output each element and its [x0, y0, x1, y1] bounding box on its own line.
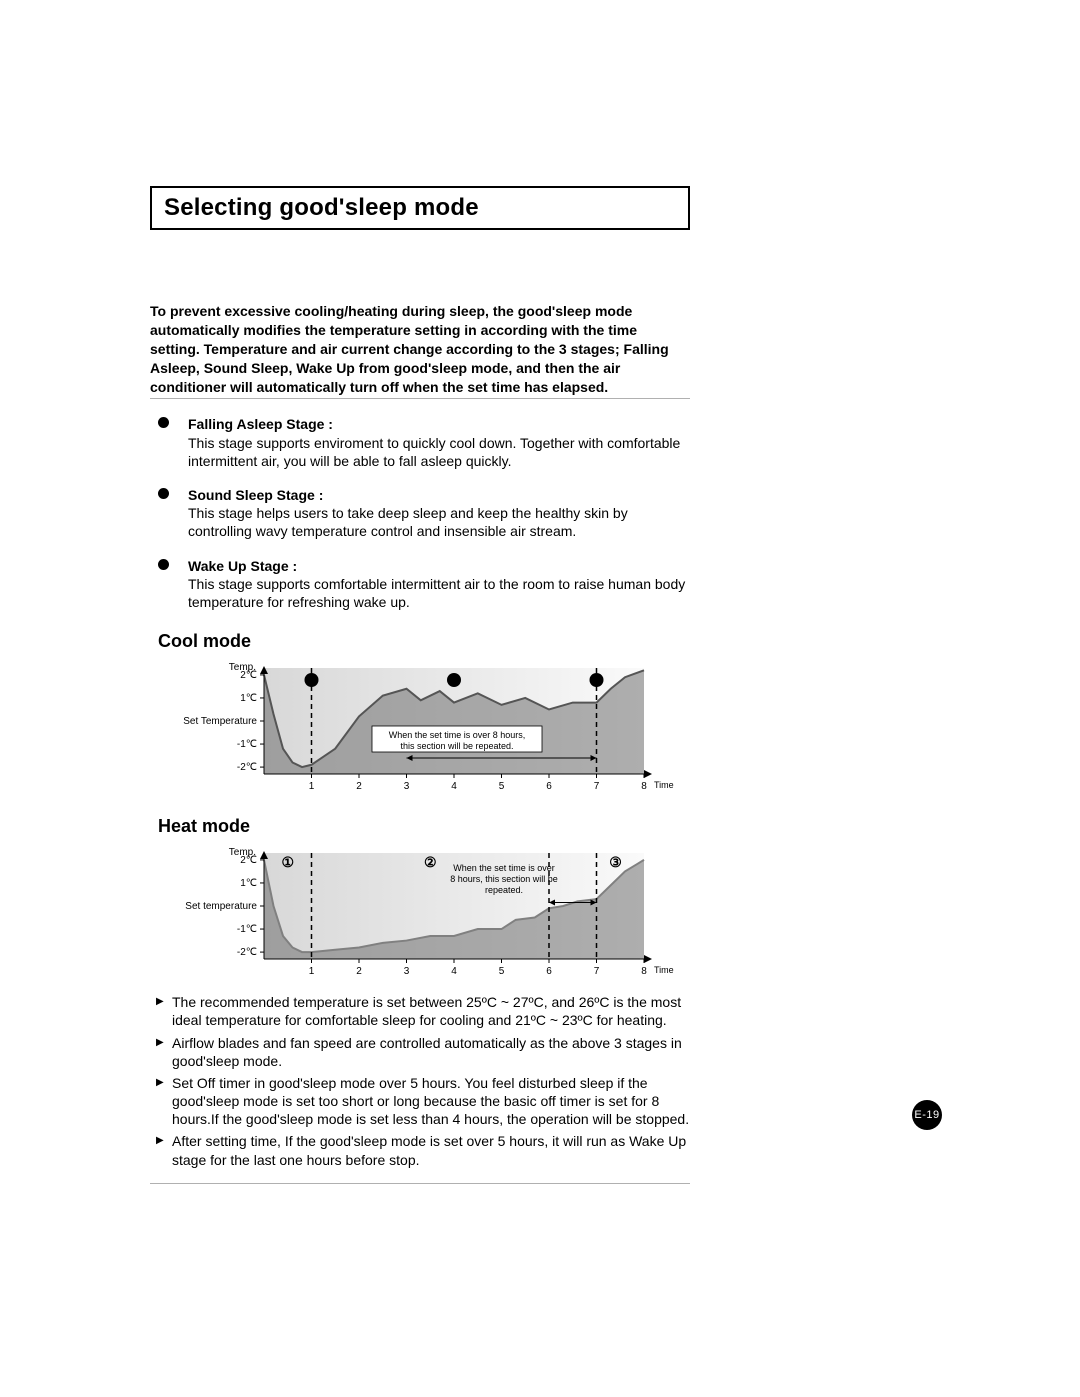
heat-mode-chart: 2℃1℃Set temperature-1℃-2℃Temp.12345678Ti… [174, 841, 674, 981]
svg-text:When the set time is over: When the set time is over [453, 863, 555, 873]
stage-body: This stage helps users to take deep slee… [188, 505, 628, 539]
svg-text:-1℃: -1℃ [237, 924, 257, 935]
svg-text:4: 4 [451, 966, 457, 977]
svg-text:1℃: 1℃ [240, 693, 257, 704]
svg-text:When the set time is over 8 ho: When the set time is over 8 hours, [389, 730, 526, 740]
stage-body: This stage supports comfortable intermit… [188, 576, 685, 610]
svg-text:②: ② [424, 854, 437, 870]
stage-list: Falling Asleep Stage : This stage suppor… [150, 415, 690, 611]
svg-text:6: 6 [546, 966, 552, 977]
svg-text:Temp.: Temp. [229, 847, 256, 858]
note-item: Airflow blades and fan speed are control… [150, 1034, 690, 1070]
svg-text:-2℃: -2℃ [237, 947, 257, 958]
svg-text:Time(hr.): Time(hr.) [654, 780, 674, 790]
svg-text:-2℃: -2℃ [237, 762, 257, 773]
svg-text:this section will be repeated.: this section will be repeated. [400, 741, 513, 751]
bullet-icon [158, 559, 169, 570]
svg-text:1: 1 [309, 781, 315, 792]
svg-text:Time(hr.): Time(hr.) [654, 965, 674, 975]
cool-mode-heading: Cool mode [150, 631, 690, 652]
heat-mode-heading: Heat mode [150, 816, 690, 837]
stage-title: Falling Asleep Stage : [188, 416, 333, 432]
svg-text:1: 1 [309, 966, 315, 977]
svg-text:2: 2 [356, 966, 362, 977]
svg-text:③: ③ [609, 854, 622, 870]
svg-text:repeated.: repeated. [485, 885, 523, 895]
bullet-icon [158, 417, 169, 428]
stage-item: Wake Up Stage : This stage supports comf… [158, 557, 690, 612]
intro-paragraph: To prevent excessive cooling/heating dur… [150, 302, 690, 399]
svg-text:5: 5 [499, 781, 505, 792]
svg-text:-1℃: -1℃ [237, 739, 257, 750]
svg-text:8: 8 [641, 781, 647, 792]
page-number-badge: E-19 [912, 1100, 942, 1130]
stage-item: Sound Sleep Stage : This stage helps use… [158, 486, 690, 541]
svg-text:7: 7 [594, 781, 600, 792]
svg-text:2: 2 [356, 781, 362, 792]
svg-text:Temp.: Temp. [229, 662, 256, 673]
title-bar: Selecting good'sleep mode [150, 186, 690, 230]
note-item: Set Off timer in good'sleep mode over 5 … [150, 1074, 690, 1129]
svg-text:Set Temperature: Set Temperature [183, 716, 257, 727]
svg-text:6: 6 [546, 781, 552, 792]
stage-title: Sound Sleep Stage : [188, 487, 323, 503]
svg-text:①: ① [281, 854, 294, 870]
stage-title: Wake Up Stage : [188, 558, 297, 574]
cool-mode-chart: 2℃1℃Set Temperature-1℃-2℃Temp.12345678Ti… [174, 656, 674, 796]
svg-text:8 hours, this section will be: 8 hours, this section will be [450, 874, 558, 884]
svg-text:1℃: 1℃ [240, 878, 257, 889]
svg-text:8: 8 [641, 966, 647, 977]
svg-text:7: 7 [594, 966, 600, 977]
page-number: E-19 [914, 1109, 939, 1121]
page-content: Selecting good'sleep mode To prevent exc… [150, 186, 690, 1184]
note-item: The recommended temperature is set betwe… [150, 993, 690, 1029]
notes-list: The recommended temperature is set betwe… [150, 993, 690, 1184]
bullet-icon [158, 488, 169, 499]
note-item: After setting time, If the good'sleep mo… [150, 1132, 690, 1168]
stage-item: Falling Asleep Stage : This stage suppor… [158, 415, 690, 470]
svg-text:4: 4 [451, 781, 457, 792]
svg-text:3: 3 [404, 966, 410, 977]
stage-body: This stage supports enviroment to quickl… [188, 435, 680, 469]
page-title: Selecting good'sleep mode [164, 194, 676, 222]
svg-text:3: 3 [404, 781, 410, 792]
svg-text:Set temperature: Set temperature [185, 901, 257, 912]
svg-text:5: 5 [499, 966, 505, 977]
